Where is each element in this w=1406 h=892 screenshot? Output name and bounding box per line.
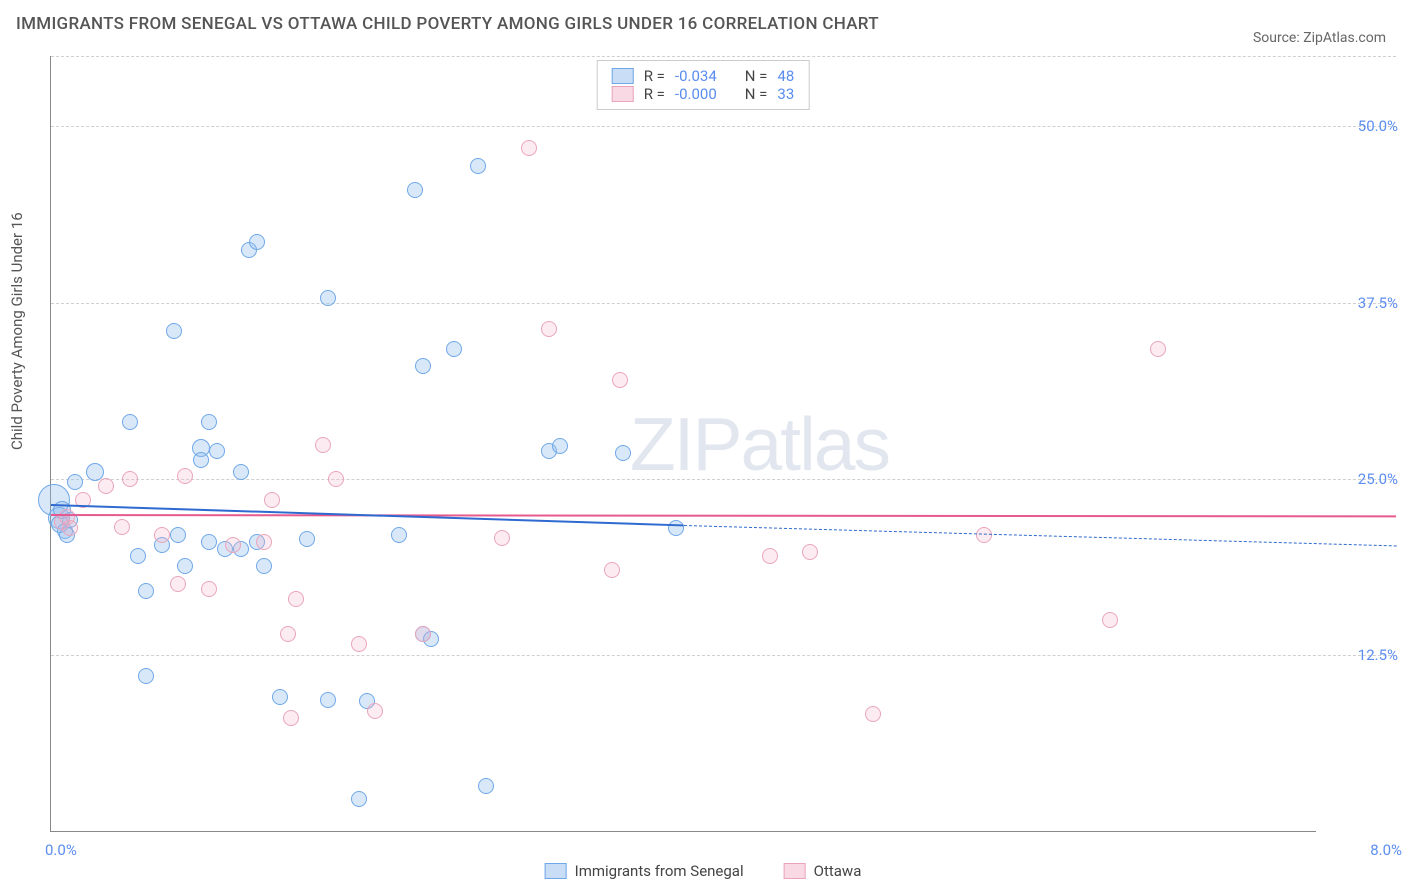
data-point-ottawa [122,471,138,487]
data-point-senegal [209,443,225,459]
legend-stats-row-senegal: R = -0.034 N = 48 [612,67,795,85]
chart-title: IMMIGRANTS FROM SENEGAL VS OTTAWA CHILD … [16,14,879,34]
data-point-senegal [177,558,193,574]
data-point-senegal [67,474,83,490]
legend-item-ottawa: Ottawa [784,862,862,880]
data-point-ottawa [865,706,881,722]
data-point-ottawa [98,478,114,494]
data-point-senegal [272,689,288,705]
data-point-ottawa [283,710,299,726]
data-point-ottawa [154,527,170,543]
swatch-senegal-icon [545,863,567,879]
y-tick-label: 37.5% [1328,294,1398,312]
data-point-senegal [668,520,684,536]
data-point-ottawa [114,519,130,535]
data-point-ottawa [415,626,431,642]
gridline [51,303,1396,304]
data-point-senegal [130,548,146,564]
data-point-ottawa [351,636,367,652]
data-point-senegal [391,527,407,543]
x-tick-label-right: 8.0% [1370,841,1402,859]
data-point-ottawa [494,530,510,546]
data-point-ottawa [367,703,383,719]
gridline [51,479,1396,480]
data-point-ottawa [802,544,818,560]
data-point-senegal [320,692,336,708]
data-point-ottawa [315,437,331,453]
data-point-ottawa [612,372,628,388]
data-point-ottawa [541,321,557,337]
data-point-senegal [201,414,217,430]
trend-line [683,525,1396,546]
data-point-ottawa [1150,341,1166,357]
data-point-senegal [470,158,486,174]
data-point-ottawa [762,548,778,564]
data-point-senegal [233,464,249,480]
source-link[interactable]: ZipAtlas.com [1303,30,1386,46]
data-point-senegal [122,414,138,430]
data-point-senegal [415,358,431,374]
data-point-ottawa [288,591,304,607]
data-point-ottawa [201,581,217,597]
data-point-ottawa [177,468,193,484]
gridline [51,655,1396,656]
watermark: ZIPatlas [630,401,889,487]
data-point-senegal [320,290,336,306]
data-point-senegal [193,452,209,468]
data-point-senegal [552,438,568,454]
data-point-senegal [256,558,272,574]
legend-stats-row-ottawa: R = -0.000 N = 33 [612,85,795,103]
legend-stats-box: R = -0.034 N = 48 R = -0.000 N = 33 [597,60,810,110]
data-point-ottawa [225,537,241,553]
data-point-ottawa [62,520,78,536]
swatch-ottawa-icon [612,86,634,102]
data-point-ottawa [604,562,620,578]
x-tick-label-left: 0.0% [45,841,77,859]
data-point-senegal [351,791,367,807]
data-point-ottawa [256,534,272,550]
data-point-ottawa [264,492,280,508]
plot-area: ZIPatlas 12.5%25.0%37.5%50.0%0.0%8.0% [50,56,1316,832]
data-point-ottawa [280,626,296,642]
data-point-senegal [249,234,265,250]
data-point-ottawa [976,527,992,543]
swatch-ottawa-icon [784,863,806,879]
data-point-ottawa [170,576,186,592]
data-point-senegal [166,323,182,339]
data-point-ottawa [1102,612,1118,628]
trend-line [51,514,1396,517]
gridline [51,126,1396,127]
legend-item-senegal: Immigrants from Senegal [545,862,744,880]
bottom-legend: Immigrants from Senegal Ottawa [545,862,862,880]
data-point-ottawa [328,471,344,487]
data-point-senegal [478,778,494,794]
data-point-senegal [615,445,631,461]
y-tick-label: 12.5% [1328,646,1398,664]
chart-container: IMMIGRANTS FROM SENEGAL VS OTTAWA CHILD … [0,0,1406,892]
y-tick-label: 50.0% [1328,117,1398,135]
data-point-senegal [170,527,186,543]
data-point-senegal [407,182,423,198]
data-point-ottawa [521,140,537,156]
y-axis-label: Child Poverty Among Girls Under 16 [8,212,26,450]
data-point-senegal [299,531,315,547]
data-point-senegal [446,341,462,357]
data-point-senegal [138,668,154,684]
data-point-senegal [138,583,154,599]
data-point-senegal [201,534,217,550]
source-label: Source: ZipAtlas.com [1253,30,1386,46]
swatch-senegal-icon [612,68,634,84]
y-tick-label: 25.0% [1328,470,1398,488]
